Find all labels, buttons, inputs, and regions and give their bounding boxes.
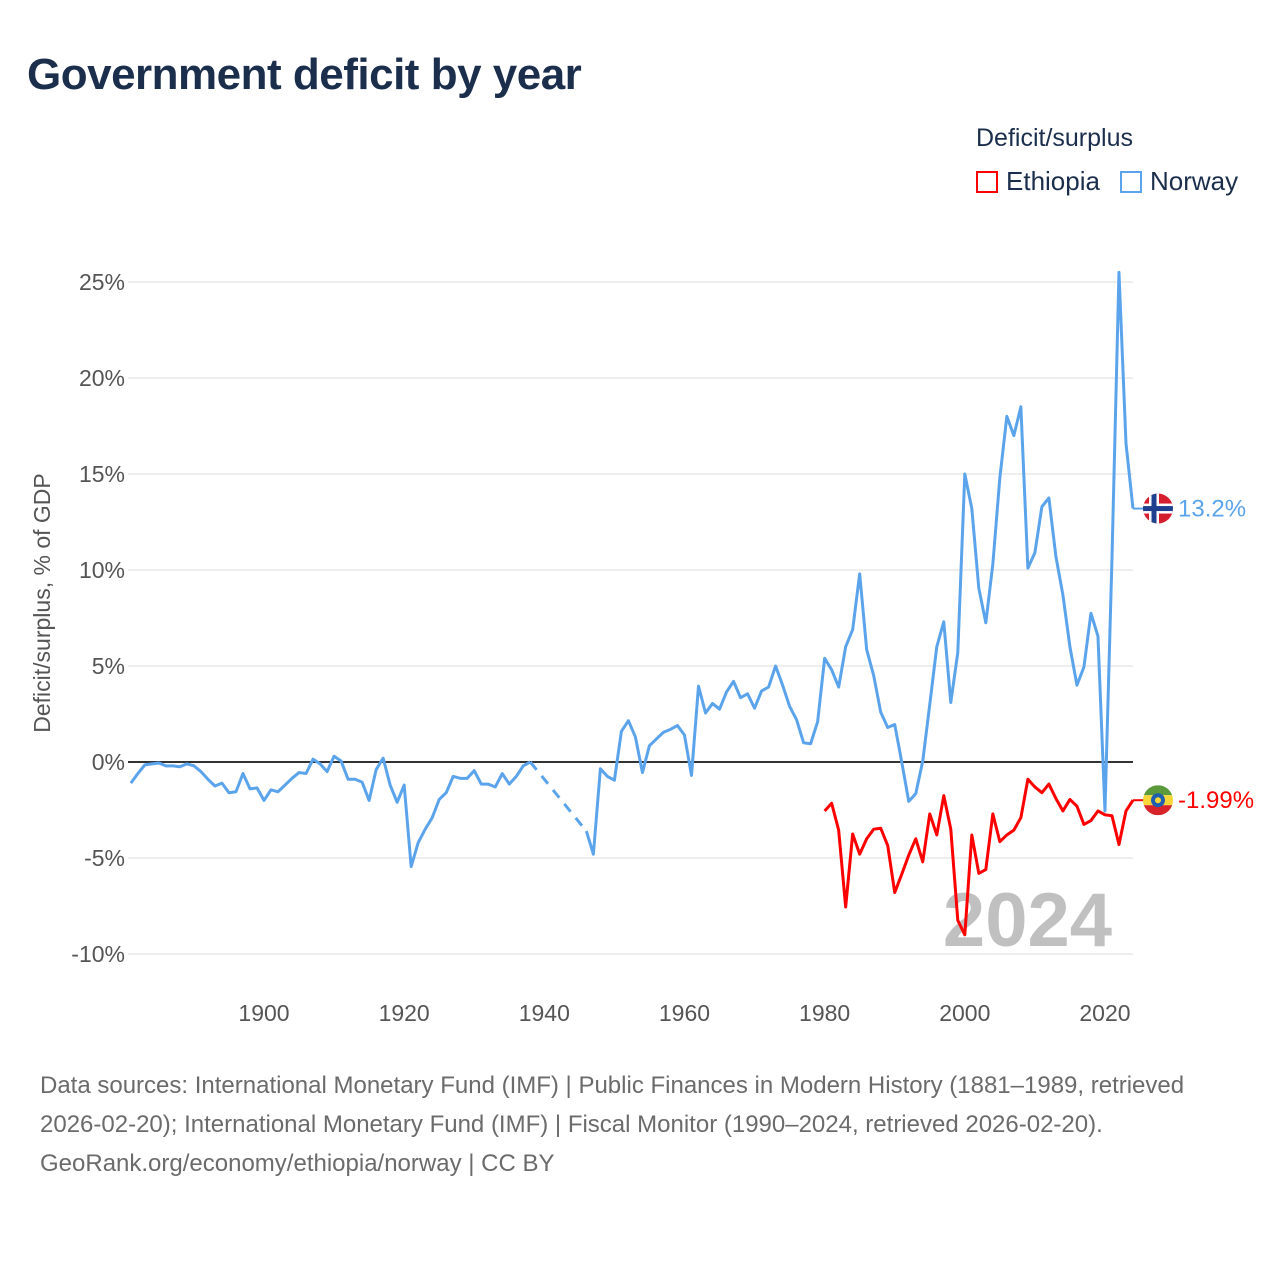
footer: Data sources: International Monetary Fun… <box>40 1066 1240 1183</box>
flag-stripe-green <box>1143 785 1173 796</box>
norway-line <box>584 270 1135 856</box>
legend-swatch-ethiopia <box>976 170 998 193</box>
legend-item-norway[interactable]: Norway <box>1120 166 1238 197</box>
norway-flag-icon <box>1143 493 1173 524</box>
legend-item-ethiopia[interactable]: Ethiopia <box>976 166 1100 197</box>
x-tick-label: 1960 <box>659 1000 710 1026</box>
norway-end-label: 13.2% <box>1178 496 1246 523</box>
flag-body <box>1143 785 1173 816</box>
legend-swatch-norway <box>1120 170 1142 193</box>
y-tick-label: 0% <box>92 749 125 775</box>
norway-gap-line <box>529 761 588 833</box>
ethiopia-line <box>823 777 1135 937</box>
legend-label-ethiopia: Ethiopia <box>1006 166 1100 196</box>
x-tick-label: 2020 <box>1079 1000 1130 1026</box>
x-tick-label: 1940 <box>519 1000 570 1026</box>
flag-cross-blue <box>1143 506 1173 512</box>
y-tick-label: 10% <box>79 557 125 583</box>
credit-link[interactable]: GeoRank.org/economy/ethiopia/norway | CC… <box>40 1150 555 1177</box>
y-tick-label: 5% <box>92 653 125 679</box>
x-tick-label: 1920 <box>379 1000 430 1026</box>
x-tick-label: 2000 <box>939 1000 990 1026</box>
y-tick-label: -10% <box>71 941 125 967</box>
y-axis-label: Deficit/surplus, % of GDP <box>29 473 55 732</box>
norway-line <box>129 754 532 869</box>
y-tick-label: 15% <box>79 461 125 487</box>
flag-stripe-red <box>1143 805 1173 816</box>
flag-body <box>1143 493 1173 524</box>
y-tick-label: 20% <box>79 365 125 391</box>
x-tick-label: 1980 <box>799 1000 850 1026</box>
flag-cross-blue <box>1151 493 1157 524</box>
y-tick-label: -5% <box>84 845 125 871</box>
y-tick-label: 25% <box>79 269 125 295</box>
data-sources: Data sources: International Monetary Fun… <box>40 1072 1185 1138</box>
ethiopia-flag-icon <box>1143 785 1173 816</box>
legend-label-norway: Norway <box>1150 166 1239 196</box>
legend-title: Deficit/surplus <box>976 124 1133 152</box>
x-tick-label: 1900 <box>238 1000 289 1026</box>
year-watermark: 2024 <box>943 878 1112 963</box>
flag-emblem-star <box>1155 797 1161 804</box>
chart-title: Government deficit by year <box>27 50 582 99</box>
ethiopia-end-label: -1.99% <box>1178 787 1254 814</box>
